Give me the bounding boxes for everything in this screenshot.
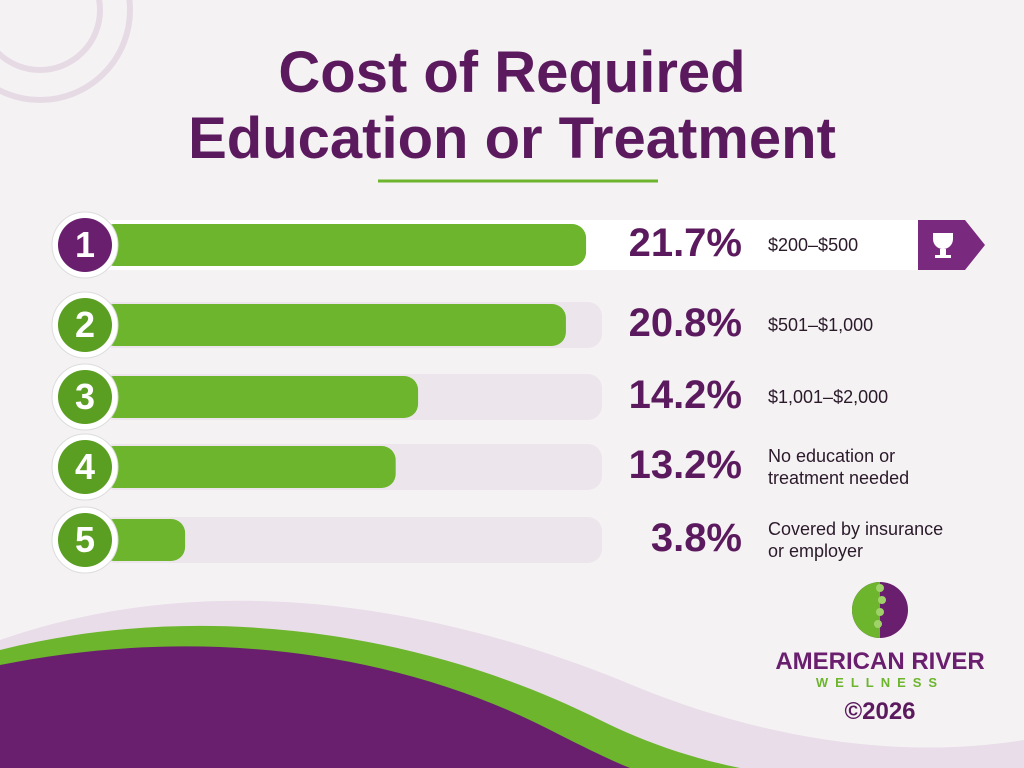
- bar: [100, 304, 566, 346]
- rank-number: 2: [74, 304, 96, 345]
- rank-badge-inner: [58, 440, 112, 494]
- deco-ring: [0, 0, 103, 73]
- bar: [100, 376, 419, 418]
- category-label: No education or treatment needed: [768, 446, 910, 488]
- rank-badge-inner: [58, 218, 112, 272]
- bar: [100, 519, 186, 561]
- bar-track: [100, 517, 602, 563]
- rank-badge-inner: [58, 298, 112, 352]
- rank-badge-inner: [58, 513, 112, 567]
- value-label: 21.7%: [628, 221, 742, 265]
- brand-tagline: WELLNESS: [815, 675, 945, 690]
- trophy-tag: [918, 220, 985, 270]
- rank-number: 1: [74, 224, 96, 265]
- deco-ring: [0, 0, 133, 103]
- category-label: $1,001–$2,000: [768, 387, 889, 407]
- copyright: ©2026: [844, 698, 916, 725]
- rank-number: 3: [74, 376, 96, 417]
- bar: [100, 224, 587, 266]
- rank-number: 5: [74, 519, 96, 560]
- value-label: 13.2%: [628, 443, 742, 487]
- rank-number: 4: [74, 446, 96, 487]
- category-label: Covered by insurance or employer: [768, 519, 944, 561]
- value-label: 14.2%: [628, 373, 742, 417]
- value-label: 3.8%: [650, 516, 742, 560]
- wave-purple: [0, 646, 630, 768]
- chart-title: Cost of Required Education or Treatment: [188, 40, 836, 171]
- brand-name: AMERICAN RIVER: [775, 648, 985, 675]
- value-label: 20.8%: [628, 301, 742, 345]
- category-label: $501–$1,000: [768, 315, 874, 335]
- logo: [852, 582, 908, 638]
- rank-badge-inner: [58, 370, 112, 424]
- bar: [100, 446, 396, 488]
- trophy-icon: [933, 233, 953, 258]
- category-label: $200–$500: [768, 235, 859, 255]
